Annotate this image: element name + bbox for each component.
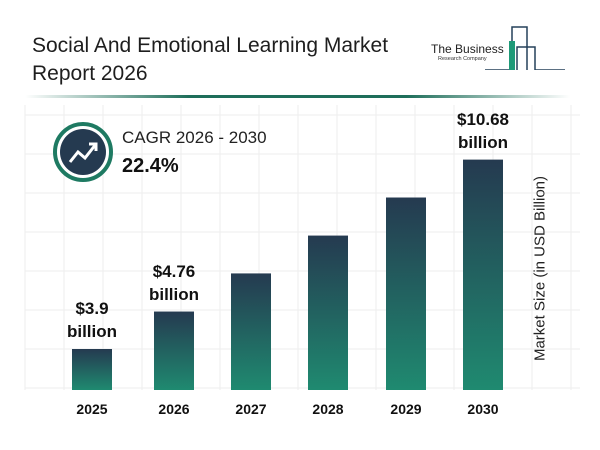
bar-2028 <box>308 235 348 390</box>
bar-2025 <box>72 349 112 390</box>
x-tick-label: 2028 <box>312 401 344 417</box>
x-tick-label: 2027 <box>235 401 267 417</box>
bar-2030 <box>463 159 503 390</box>
data-label-line2: billion <box>457 132 509 152</box>
data-label: $4.76 billion <box>124 260 224 306</box>
bar-2027 <box>231 273 271 390</box>
data-label: $3.9 billion <box>42 297 142 343</box>
chart-title: Social And Emotional Learning Market Rep… <box>32 34 389 85</box>
cagr-badge <box>53 122 113 182</box>
data-label-line1: $4.76 <box>152 261 196 281</box>
cagr-label: CAGR 2026 - 2030 <box>122 128 267 147</box>
data-label: $10.68 billion <box>433 108 533 154</box>
x-tick-label: 2030 <box>467 401 499 417</box>
logo-subtext: Research Company <box>438 56 487 62</box>
logo-text: The Business <box>431 42 504 56</box>
x-tick-label: 2025 <box>76 401 108 417</box>
x-tick-label: 2029 <box>390 401 422 417</box>
trending-up-icon <box>68 143 98 163</box>
data-label-line1: $3.9 <box>75 299 109 318</box>
bar-2026 <box>154 311 194 390</box>
y-axis-label: Market Size (in USD Billion) <box>531 175 549 362</box>
cagr-value: 22.4% <box>122 155 179 177</box>
x-tick-label: 2026 <box>158 401 190 417</box>
logo-icon <box>485 26 565 70</box>
data-label-line2: billion <box>148 284 200 304</box>
data-label-line1: $10.68 <box>457 109 509 129</box>
data-label-line2: billion <box>66 322 118 341</box>
bar-2029 <box>386 197 426 390</box>
divider <box>25 95 570 98</box>
